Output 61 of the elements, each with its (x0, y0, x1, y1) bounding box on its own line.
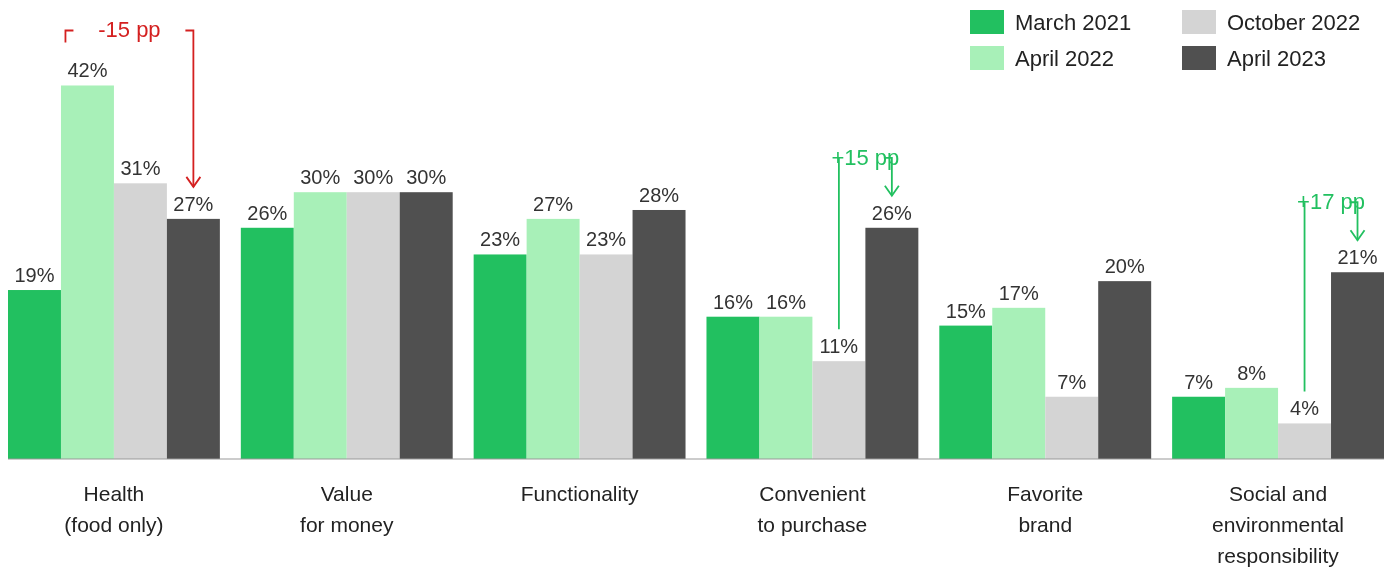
x-tick-label: Functionality (520, 482, 640, 505)
bar (113, 183, 167, 459)
bar (526, 218, 580, 459)
bar (240, 227, 294, 459)
legend-label: April 2023 (1227, 46, 1327, 71)
data-label: 28% (639, 183, 680, 206)
bar (706, 316, 760, 459)
data-label: 23% (586, 228, 627, 251)
bar (293, 192, 347, 459)
bar (865, 227, 919, 459)
x-tick-label: Convenient to purchase (757, 482, 868, 536)
bar (8, 290, 61, 459)
bar (399, 192, 453, 459)
data-label: 26% (871, 201, 913, 224)
text: -15 pp (98, 17, 161, 43)
bar (939, 325, 993, 459)
data-label: 21% (1337, 246, 1378, 269)
legend-label: October 2022 (1227, 10, 1361, 35)
data-label: 30% (406, 166, 447, 189)
bar (759, 316, 813, 459)
data-label: 17% (998, 281, 1039, 304)
data-label: 27% (173, 192, 214, 215)
data-label: 7% (1057, 370, 1087, 393)
bar (992, 307, 1046, 459)
bar (1045, 396, 1099, 459)
data-label: 30% (300, 166, 341, 189)
x-tick-label: Social and environmental responsibility (1212, 482, 1345, 567)
data-label: 19% (14, 264, 55, 287)
data-label: 15% (945, 299, 987, 322)
annotation: +15 pp (831, 144, 900, 170)
x-tick-label: Favorite brand (1007, 482, 1084, 536)
bar (579, 254, 633, 459)
data-label: 30% (353, 166, 394, 189)
legend-label: March 2021 (1015, 10, 1132, 35)
data-label: 31% (120, 157, 161, 180)
x-tick-label: Health (food only) (64, 482, 164, 536)
data-label: 20% (1104, 255, 1145, 278)
bar (1278, 423, 1332, 459)
data-label: 26% (247, 201, 288, 224)
data-label: 16% (712, 290, 754, 313)
data-label: 7% (1184, 370, 1214, 393)
data-label: 16% (765, 290, 807, 313)
legend-label: April 2022 (1015, 46, 1115, 71)
data-label: 42% (67, 59, 108, 82)
bar (1331, 272, 1384, 459)
bar (346, 192, 400, 459)
data-label: 23% (480, 228, 521, 251)
data-label: 27% (533, 192, 574, 215)
bar (1098, 281, 1152, 459)
bar (60, 85, 114, 459)
annotation: +17 pp (1297, 189, 1365, 215)
bar (473, 254, 527, 459)
bar (812, 361, 866, 459)
data-label: 11% (819, 335, 859, 358)
bar (166, 218, 220, 459)
data-label: 4% (1290, 397, 1320, 420)
data-label: 8% (1237, 361, 1267, 384)
bar (1172, 396, 1226, 459)
bar (1225, 387, 1279, 459)
bar (632, 209, 686, 459)
x-tick-label: Value for money (300, 482, 394, 536)
